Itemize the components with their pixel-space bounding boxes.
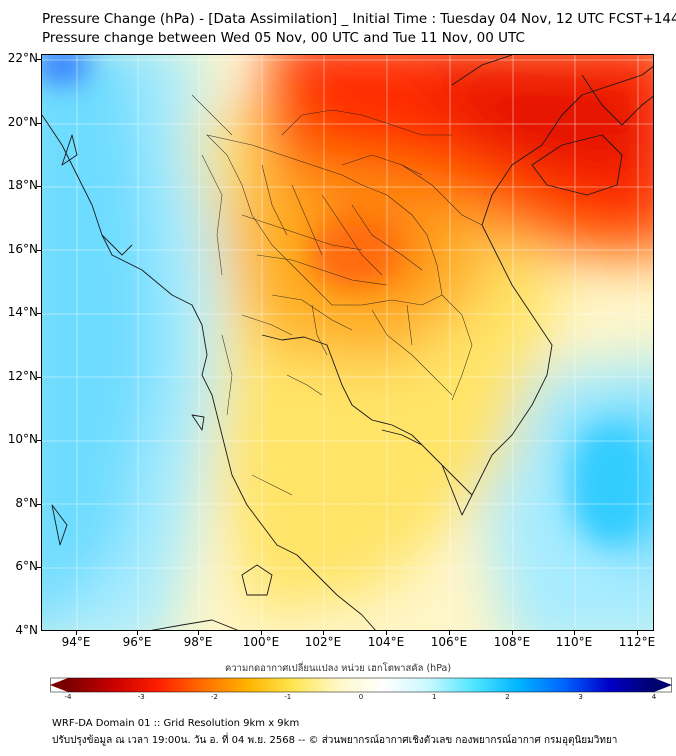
lat-label-4n: 4°N <box>15 623 38 637</box>
borders <box>191 94 483 496</box>
graticule <box>42 55 653 630</box>
footer-update-info: ปรับปรุงข้อมูล ณ เวลา 19:00น. วัน อ. ที่… <box>52 735 618 746</box>
colorbar <box>50 677 672 693</box>
lat-tick <box>37 377 41 378</box>
pressure-field <box>42 55 653 630</box>
colorbar-max-arrow <box>654 678 672 692</box>
coastlines <box>42 55 653 630</box>
lat-tick <box>37 567 41 568</box>
lat-label-16n: 16°N <box>7 242 38 256</box>
colorbar-tick-label: -3 <box>137 693 145 701</box>
colorbar-min-arrow <box>50 678 68 692</box>
map-title-line2: Pressure change between Wed 05 Nov, 00 U… <box>42 30 525 46</box>
lon-label-102e: 102°E <box>304 635 342 649</box>
pressure-change-map <box>41 54 654 631</box>
colorbar-tick-label: 4 <box>651 693 657 701</box>
colorbar-tick-label: 0 <box>358 693 364 701</box>
lon-tick <box>76 631 77 635</box>
lon-tick <box>574 631 575 635</box>
colorbar-tick-label: -4 <box>64 693 72 701</box>
lon-label-94e: 94°E <box>61 635 91 649</box>
lon-label-106e: 106°E <box>430 635 468 649</box>
colorbar-tick-label: 2 <box>505 693 510 701</box>
lat-label-20n: 20°N <box>7 115 38 129</box>
lat-label-6n: 6°N <box>15 559 38 573</box>
lon-label-100e: 100°E <box>242 635 280 649</box>
lon-label-110e: 110°E <box>555 635 593 649</box>
lon-label-96e: 96°E <box>122 635 152 649</box>
colorbar-tick-label: -2 <box>211 693 218 701</box>
colorbar-tick-label: 1 <box>432 693 437 701</box>
lat-tick <box>37 250 41 251</box>
lat-label-8n: 8°N <box>15 496 38 510</box>
lat-tick <box>37 123 41 124</box>
lat-tick <box>37 186 41 187</box>
map-title-line1: Pressure Change (hPa) - [Data Assimilati… <box>42 11 676 27</box>
lon-label-108e: 108°E <box>493 635 531 649</box>
lon-tick <box>137 631 138 635</box>
lat-tick <box>37 440 41 441</box>
lat-label-22n: 22°N <box>7 51 38 65</box>
lon-tick <box>261 631 262 635</box>
lat-label-12n: 12°N <box>7 369 38 383</box>
colorbar-gradient <box>68 678 654 692</box>
lon-tick <box>198 631 199 635</box>
lon-label-112e: 112°E <box>618 635 656 649</box>
colorbar-tick-label: 3 <box>578 693 583 701</box>
lon-label-98e: 98°E <box>183 635 213 649</box>
lat-label-10n: 10°N <box>7 432 38 446</box>
lat-label-14n: 14°N <box>7 305 38 319</box>
lat-tick <box>37 504 41 505</box>
footer-domain-info: WRF-DA Domain 01 :: Grid Resolution 9km … <box>52 718 300 729</box>
lat-tick <box>37 313 41 314</box>
lon-tick <box>512 631 513 635</box>
colorbar-tick-label: -1 <box>284 693 292 701</box>
lat-label-18n: 18°N <box>7 178 38 192</box>
lon-tick <box>323 631 324 635</box>
lon-label-104e: 104°E <box>367 635 405 649</box>
map-canvas <box>42 55 653 630</box>
lon-tick <box>386 631 387 635</box>
lon-tick <box>449 631 450 635</box>
lon-tick <box>637 631 638 635</box>
colorbar-label: ความกดอากาศเปลี่ยนแปลง หน่วย เฮกโตพาสคัล… <box>224 663 452 674</box>
lat-tick <box>37 59 41 60</box>
